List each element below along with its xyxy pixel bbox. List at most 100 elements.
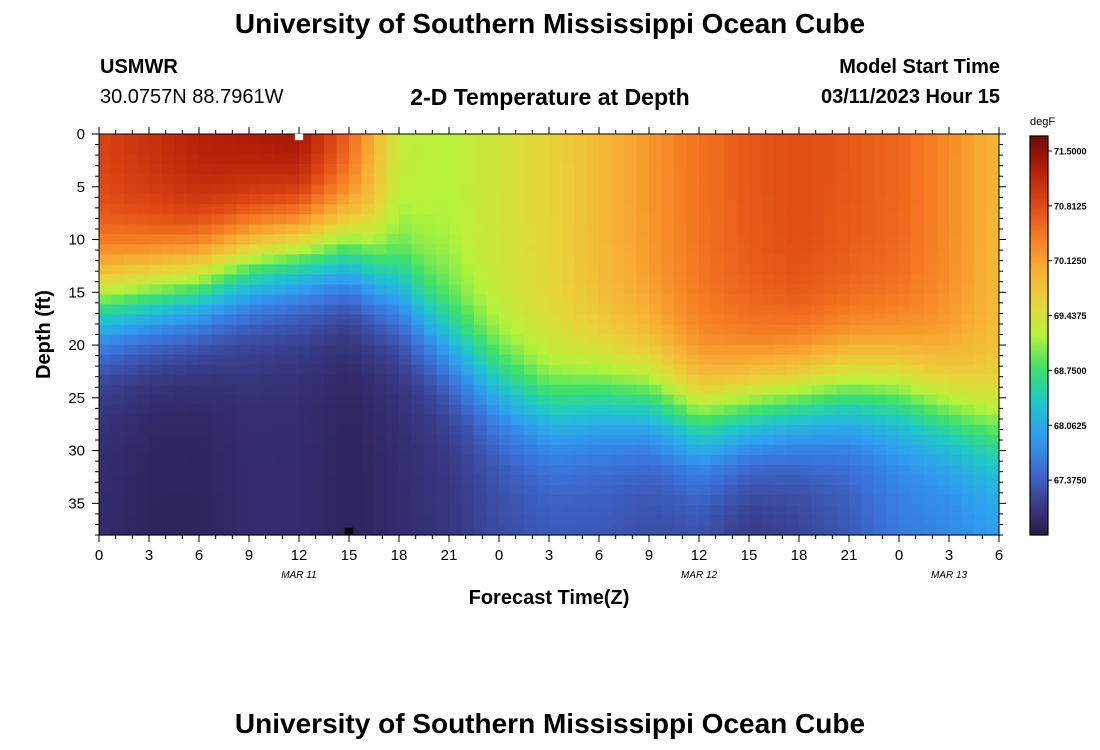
heatmap-cell	[961, 524, 975, 536]
heatmap-cell	[99, 514, 113, 526]
heatmap-cell	[286, 504, 300, 516]
heatmap-cell	[911, 404, 925, 416]
heatmap-cell	[461, 204, 475, 215]
heatmap-cell	[674, 474, 688, 486]
heatmap-cell	[461, 524, 475, 536]
heatmap-cell	[449, 164, 463, 175]
heatmap-cell	[949, 384, 963, 396]
heatmap-cell	[199, 424, 213, 436]
heatmap-cell	[174, 524, 188, 536]
heatmap-cell	[99, 494, 113, 506]
heatmap-cell	[486, 484, 500, 496]
heatmap-cell	[786, 454, 800, 466]
heatmap-cell	[774, 224, 788, 235]
heatmap-cell	[724, 234, 738, 245]
heatmap-cell	[436, 524, 450, 536]
heatmap-cell	[774, 304, 788, 316]
heatmap-cell	[949, 254, 963, 265]
heatmap-cell	[824, 174, 838, 185]
heatmap-cell	[224, 264, 238, 275]
heatmap-cell	[449, 474, 463, 486]
heatmap-cell	[511, 224, 525, 235]
heatmap-cell	[224, 274, 238, 285]
heatmap-cell	[624, 264, 638, 275]
heatmap-cell	[624, 204, 638, 215]
heatmap-cell	[899, 254, 913, 265]
heatmap-cell	[174, 354, 188, 366]
heatmap-cell	[761, 354, 775, 366]
heatmap-cell	[424, 364, 438, 376]
heatmap-cell	[386, 354, 400, 366]
heatmap-cell	[136, 514, 150, 526]
heatmap-cell	[736, 174, 750, 185]
heatmap-cell	[186, 304, 200, 316]
heatmap-cell	[586, 304, 600, 316]
heatmap-cell	[311, 374, 325, 386]
heatmap-cell	[586, 504, 600, 516]
heatmap-cell	[561, 184, 575, 195]
heatmap-cell	[349, 234, 363, 245]
heatmap-cell	[874, 444, 888, 456]
heatmap-cell	[236, 454, 250, 466]
heatmap-cell	[561, 334, 575, 346]
heatmap-cell	[399, 444, 413, 456]
heatmap-cell	[661, 274, 675, 285]
heatmap-cell	[699, 474, 713, 486]
heatmap-cell	[261, 414, 275, 426]
heatmap-cell	[686, 294, 700, 306]
heatmap-cell	[599, 204, 613, 215]
heatmap-cell	[536, 354, 550, 366]
heatmap-cell	[224, 294, 238, 306]
heatmap-cell	[686, 184, 700, 195]
heatmap-cell	[174, 254, 188, 265]
heatmap-cell	[161, 174, 175, 185]
heatmap-cell	[336, 504, 350, 516]
heatmap-cell	[324, 424, 338, 436]
heatmap-cell	[786, 174, 800, 185]
heatmap-cell	[311, 254, 325, 265]
heatmap-cell	[536, 504, 550, 516]
heatmap-cell	[311, 134, 325, 145]
heatmap-cell	[786, 184, 800, 195]
x-date-label: MAR 12	[681, 570, 718, 581]
heatmap-cell	[386, 224, 400, 235]
heatmap-cell	[349, 164, 363, 175]
heatmap-cell	[236, 214, 250, 225]
heatmap-cell	[924, 494, 938, 506]
heatmap-cell	[911, 174, 925, 185]
heatmap-cell	[736, 454, 750, 466]
heatmap-cell	[374, 374, 388, 386]
heatmap-cell	[649, 184, 663, 195]
heatmap-cell	[986, 394, 1000, 406]
heatmap-cell	[786, 494, 800, 506]
heatmap-cell	[424, 254, 438, 265]
heatmap-cell	[674, 464, 688, 476]
heatmap-cell	[674, 154, 688, 165]
heatmap-cell	[924, 314, 938, 326]
heatmap-cell	[449, 304, 463, 316]
heatmap-cell	[461, 264, 475, 275]
heatmap-cell	[486, 354, 500, 366]
heatmap-cell	[811, 314, 825, 326]
heatmap-cell	[574, 234, 588, 245]
heatmap-cell	[874, 454, 888, 466]
heatmap-cell	[561, 154, 575, 165]
heatmap-cell	[761, 334, 775, 346]
heatmap-cell	[399, 224, 413, 235]
heatmap-cell	[949, 324, 963, 336]
heatmap-cell	[336, 234, 350, 245]
heatmap-cell	[449, 294, 463, 306]
heatmap-cell	[824, 254, 838, 265]
heatmap-cell	[711, 354, 725, 366]
heatmap-cell	[486, 474, 500, 486]
heatmap-cell	[449, 254, 463, 265]
heatmap-cell	[624, 384, 638, 396]
y-tick-label: 20	[68, 337, 85, 354]
heatmap-cell	[149, 344, 163, 356]
heatmap-cell	[661, 504, 675, 516]
heatmap-cell	[586, 294, 600, 306]
heatmap-cell	[274, 194, 288, 205]
heatmap-cell	[449, 494, 463, 506]
heatmap-cell	[261, 364, 275, 376]
heatmap-cell	[399, 414, 413, 426]
